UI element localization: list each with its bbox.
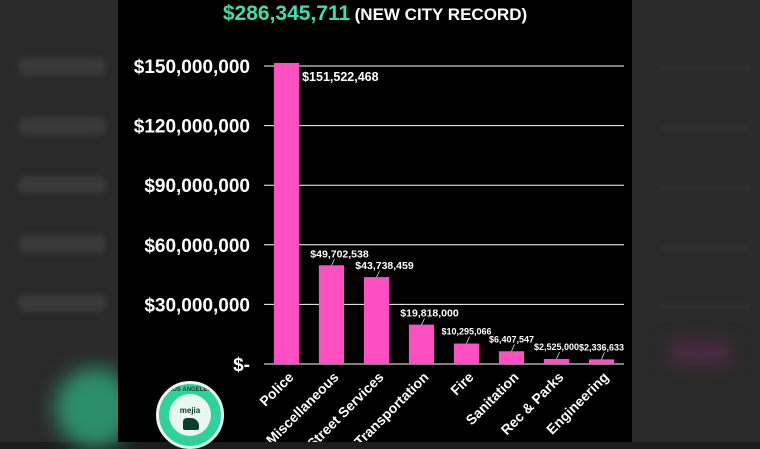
city-seal-logo: LOS ANGELES mejia <box>156 381 224 449</box>
blurred-gridline <box>660 126 750 130</box>
data-label: $10,295,066 <box>441 327 491 337</box>
right-blurred-panel <box>632 0 760 442</box>
bar <box>408 324 435 364</box>
total-note: (NEW CITY RECORD) <box>354 5 528 24</box>
blurred-gridline <box>660 305 750 309</box>
bar <box>498 351 525 364</box>
data-label-leader <box>376 270 380 278</box>
data-label-leader <box>556 351 560 360</box>
blurred-gridline <box>660 66 750 70</box>
bar <box>363 277 390 364</box>
data-label: $151,522,468 <box>302 70 379 84</box>
data-label-leader <box>601 352 605 360</box>
data-label-leader <box>421 318 425 325</box>
page-title: $286,345,711 (NEW CITY RECORD) <box>118 2 632 26</box>
data-label: $6,407,547 <box>489 334 534 344</box>
blurred-label <box>18 176 106 194</box>
data-label-leader <box>466 336 470 344</box>
bar <box>543 358 570 364</box>
y-tick-label: $- <box>233 355 250 376</box>
data-label: $2,525,000 <box>534 342 579 352</box>
y-tick-label: $60,000,000 <box>144 236 250 257</box>
total-amount: $286,345,711 <box>222 2 351 25</box>
x-category-label: Fire <box>447 369 477 399</box>
logo-name-text: mejia <box>179 406 201 415</box>
bar <box>273 62 300 364</box>
chart-panel <box>118 0 632 442</box>
blurred-gridline <box>660 246 750 250</box>
blurred-gridline <box>660 186 750 190</box>
data-label: $2,336,633 <box>579 342 624 352</box>
y-tick-label: $90,000,000 <box>144 176 250 197</box>
data-label: $43,738,459 <box>355 260 414 272</box>
data-label: $49,702,538 <box>310 248 369 260</box>
x-category-label: Police <box>256 369 297 410</box>
blurred-bar <box>670 340 730 366</box>
y-tick-label: $30,000,000 <box>144 295 250 316</box>
bar <box>453 343 480 364</box>
bar <box>588 359 615 364</box>
dog-icon <box>183 418 199 430</box>
y-tick-label: $120,000,000 <box>134 117 250 138</box>
bar <box>318 265 345 364</box>
data-label: $19,818,000 <box>400 308 459 320</box>
blurred-label <box>18 117 106 135</box>
data-label-leader <box>331 259 335 266</box>
blurred-label <box>18 58 106 76</box>
blurred-label <box>18 235 106 253</box>
y-tick-label: $150,000,000 <box>134 57 250 78</box>
blurred-label <box>18 294 106 312</box>
data-label-leader <box>511 344 515 352</box>
logo-top-text: LOS ANGELES <box>168 387 212 393</box>
